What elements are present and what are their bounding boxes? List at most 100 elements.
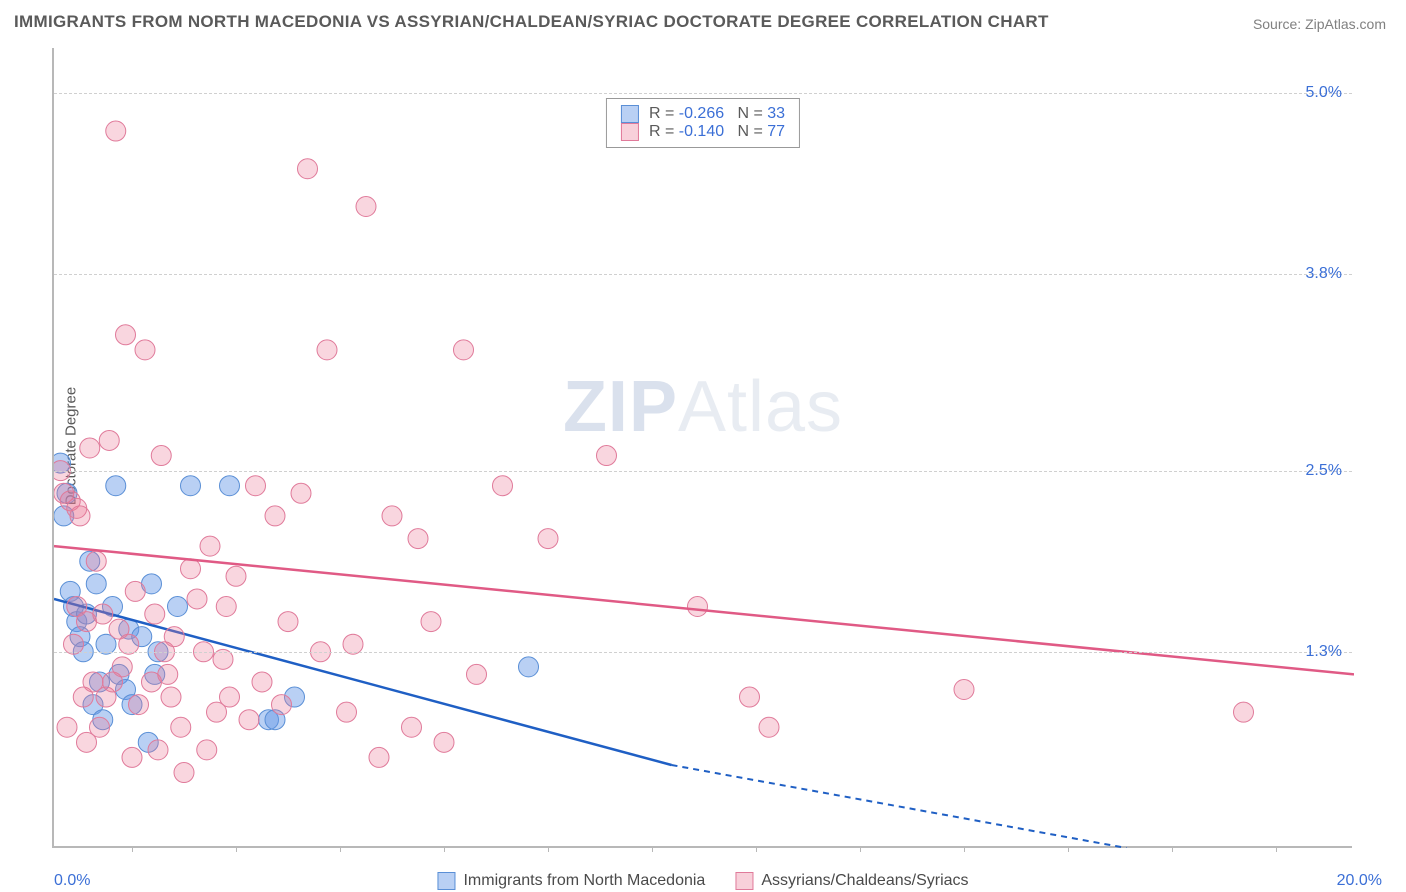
legend-row: R = -0.266 N = 33 xyxy=(621,105,785,123)
scatter-point xyxy=(538,529,558,549)
scatter-point xyxy=(125,581,145,601)
x-tick-mark xyxy=(1276,846,1277,852)
x-tick-mark xyxy=(548,846,549,852)
source-label: Source: ZipAtlas.com xyxy=(1253,16,1386,32)
trend-line xyxy=(54,546,1354,674)
scatter-point xyxy=(161,687,181,707)
plot-area: ZIPAtlas R = -0.266 N = 33R = -0.140 N =… xyxy=(52,48,1352,848)
scatter-point xyxy=(402,717,422,737)
scatter-point xyxy=(57,717,77,737)
scatter-point xyxy=(272,695,292,715)
scatter-point xyxy=(382,506,402,526)
scatter-point xyxy=(151,446,171,466)
gridline xyxy=(54,652,1352,653)
gridline xyxy=(54,93,1352,94)
scatter-point xyxy=(86,551,106,571)
scatter-point xyxy=(122,747,142,767)
scatter-point xyxy=(106,476,126,496)
x-tick-mark xyxy=(1068,846,1069,852)
scatter-point xyxy=(278,612,298,632)
legend-series-name: Immigrants from North Macedonia xyxy=(463,872,705,890)
scatter-point xyxy=(265,506,285,526)
scatter-point xyxy=(317,340,337,360)
scatter-point xyxy=(129,695,149,715)
scatter-point xyxy=(86,574,106,594)
scatter-point xyxy=(181,559,201,579)
scatter-point xyxy=(99,430,119,450)
scatter-point xyxy=(187,589,207,609)
scatter-point xyxy=(454,340,474,360)
scatter-point xyxy=(421,612,441,632)
scatter-point xyxy=(954,680,974,700)
x-tick-mark xyxy=(444,846,445,852)
scatter-point xyxy=(135,340,155,360)
scatter-point xyxy=(493,476,513,496)
scatter-point xyxy=(70,506,90,526)
x-tick-mark xyxy=(236,846,237,852)
legend-stats: R = -0.266 N = 33 xyxy=(649,105,785,123)
bottom-legend-item: Assyrians/Chaldeans/Syriacs xyxy=(735,872,968,890)
scatter-point xyxy=(80,438,100,458)
bottom-legend: Immigrants from North Macedonia Assyrians… xyxy=(437,872,968,890)
x-tick-mark xyxy=(652,846,653,852)
scatter-point xyxy=(298,159,318,179)
scatter-point xyxy=(90,717,110,737)
scatter-point xyxy=(337,702,357,722)
bottom-legend-item: Immigrants from North Macedonia xyxy=(437,872,705,890)
scatter-point xyxy=(148,740,168,760)
scatter-point xyxy=(158,664,178,684)
scatter-point xyxy=(467,664,487,684)
correlation-legend-box: R = -0.266 N = 33R = -0.140 N = 77 xyxy=(606,98,800,148)
gridline xyxy=(54,471,1352,472)
x-tick-mark xyxy=(860,846,861,852)
x-tick-mark xyxy=(132,846,133,852)
scatter-point xyxy=(434,732,454,752)
chart-title: IMMIGRANTS FROM NORTH MACEDONIA VS ASSYR… xyxy=(14,12,1049,32)
scatter-svg xyxy=(54,48,1354,848)
scatter-point xyxy=(116,325,136,345)
scatter-point xyxy=(740,687,760,707)
legend-swatch xyxy=(437,872,455,890)
scatter-point xyxy=(171,717,191,737)
scatter-point xyxy=(246,476,266,496)
legend-row: R = -0.140 N = 77 xyxy=(621,123,785,141)
trend-line-dashed xyxy=(672,765,1127,848)
scatter-point xyxy=(1234,702,1254,722)
scatter-point xyxy=(252,672,272,692)
legend-series-name: Assyrians/Chaldeans/Syriacs xyxy=(761,872,968,890)
scatter-point xyxy=(291,483,311,503)
scatter-point xyxy=(597,446,617,466)
scatter-point xyxy=(408,529,428,549)
gridline xyxy=(54,274,1352,275)
scatter-point xyxy=(239,710,259,730)
scatter-point xyxy=(226,566,246,586)
x-axis-max-label: 20.0% xyxy=(1337,872,1382,890)
scatter-point xyxy=(519,657,539,677)
scatter-point xyxy=(106,121,126,141)
y-tick-label: 1.3% xyxy=(1306,643,1342,661)
scatter-point xyxy=(168,596,188,616)
legend-stats: R = -0.140 N = 77 xyxy=(649,123,785,141)
x-tick-mark xyxy=(756,846,757,852)
x-tick-mark xyxy=(964,846,965,852)
scatter-point xyxy=(174,763,194,783)
y-tick-label: 2.5% xyxy=(1306,462,1342,480)
scatter-point xyxy=(93,604,113,624)
legend-swatch xyxy=(621,123,639,141)
scatter-point xyxy=(145,604,165,624)
scatter-point xyxy=(759,717,779,737)
scatter-point xyxy=(369,747,389,767)
scatter-point xyxy=(181,476,201,496)
scatter-point xyxy=(688,596,708,616)
scatter-point xyxy=(356,196,376,216)
scatter-point xyxy=(220,476,240,496)
scatter-point xyxy=(216,596,236,616)
scatter-point xyxy=(164,627,184,647)
y-tick-label: 5.0% xyxy=(1306,84,1342,102)
x-tick-mark xyxy=(1172,846,1173,852)
scatter-point xyxy=(200,536,220,556)
y-tick-label: 3.8% xyxy=(1306,265,1342,283)
scatter-point xyxy=(197,740,217,760)
legend-swatch xyxy=(621,105,639,123)
x-tick-mark xyxy=(340,846,341,852)
